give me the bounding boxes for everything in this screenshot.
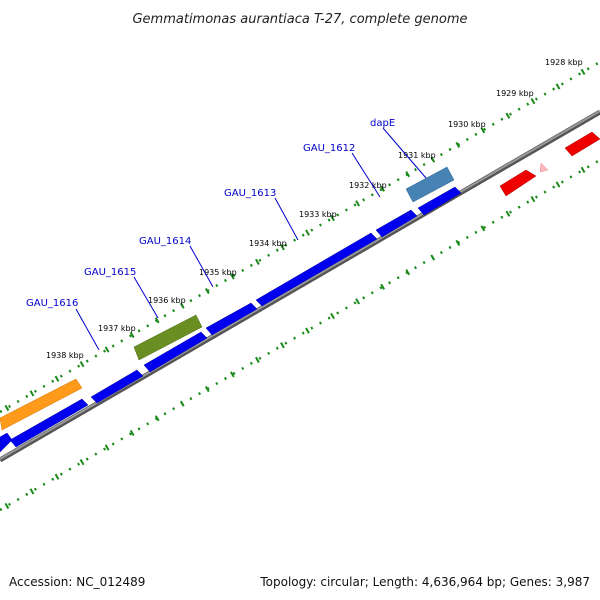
genome-summary-text: Topology: circular; Length: 4,636,964 bp… — [259, 575, 590, 589]
tick-label-1934: 1934 kbp — [249, 239, 287, 248]
minor-tick — [555, 181, 561, 188]
major-tick — [229, 273, 235, 280]
cds-arrow[interactable] — [143, 331, 208, 373]
major-tick — [580, 68, 586, 75]
tick-label-1936: 1936 kbp — [148, 296, 186, 305]
colored-features — [0, 131, 600, 431]
tick-label-1938: 1938 kbp — [46, 351, 84, 360]
gene-label-GAU_1615[interactable]: GAU_1615 — [84, 267, 136, 278]
feature-red-2[interactable] — [564, 131, 600, 157]
minor-tick — [380, 283, 386, 290]
minor-tick — [104, 444, 110, 451]
minor-tick — [305, 327, 310, 334]
major-tick — [179, 302, 185, 309]
minor-tick — [355, 298, 360, 305]
cds-arrow[interactable] — [90, 369, 144, 404]
tick-label-1932: 1932 kbp — [349, 181, 387, 190]
major-tick — [280, 244, 285, 251]
accession-text: Accession: NC_012489 — [9, 575, 145, 589]
major-tick — [330, 214, 335, 222]
tick-label-1931: 1931 kbp — [398, 151, 436, 160]
minor-tick — [280, 342, 285, 349]
feature-pink[interactable] — [539, 162, 549, 173]
cds-arrow[interactable] — [417, 186, 462, 216]
cds-arrow[interactable] — [9, 398, 89, 448]
tick-label-1930: 1930 kbp — [448, 120, 486, 129]
minor-tick — [4, 502, 10, 510]
major-tick — [555, 83, 561, 90]
major-tick — [104, 346, 110, 353]
major-tick — [129, 331, 135, 339]
cds-arrow[interactable] — [255, 232, 378, 307]
feature-orange[interactable] — [0, 378, 83, 431]
major-tick — [79, 361, 85, 368]
minor-tick — [29, 488, 35, 495]
cds-features — [0, 186, 462, 453]
feature-steelblue[interactable] — [405, 166, 455, 203]
label-leaders — [75, 127, 427, 351]
minor-tick — [505, 210, 511, 217]
major-tick — [480, 127, 486, 134]
major-tick — [455, 141, 461, 149]
tick-label-1933: 1933 kbp — [299, 210, 337, 219]
minor-tick — [530, 196, 536, 203]
major-tick — [505, 112, 511, 119]
minor-tick — [455, 239, 461, 247]
tick-track-outer — [0, 60, 600, 414]
major-tick — [54, 375, 60, 382]
major-tick — [154, 317, 160, 324]
cds-arrow[interactable] — [0, 432, 13, 453]
minor-tick — [330, 312, 335, 320]
feature-olive[interactable] — [133, 314, 203, 361]
major-tick — [29, 390, 35, 397]
major-tick — [255, 258, 260, 265]
minor-tick — [79, 459, 85, 466]
major-tick — [530, 98, 536, 105]
major-ticks — [4, 68, 586, 510]
major-tick — [204, 287, 210, 295]
minor-tick — [580, 166, 586, 173]
minor-tick — [405, 269, 411, 276]
gene-label-GAU_1616[interactable]: GAU_1616 — [26, 298, 78, 309]
feature-red-1[interactable] — [499, 169, 537, 197]
major-tick — [430, 156, 436, 163]
tick-label-1935: 1935 kbp — [199, 268, 237, 277]
minor-tick — [204, 385, 210, 393]
tick-label-1928: 1928 kbp — [545, 58, 583, 67]
tick-label-1937: 1937 kbp — [98, 324, 136, 333]
tick-labels: 1928 kbp 1929 kbp 1930 kbp 1931 kbp 1932… — [46, 58, 583, 360]
cds-arrow[interactable] — [375, 209, 418, 238]
major-tick — [305, 229, 310, 236]
minor-tick — [255, 356, 260, 363]
genome-backbone — [0, 109, 600, 463]
gene-label-GAU_1614[interactable]: GAU_1614 — [139, 236, 191, 247]
gene-label-dapE[interactable]: dapE — [370, 118, 395, 129]
gene-label-GAU_1612[interactable]: GAU_1612 — [303, 143, 355, 154]
gene-label-GAU_1613[interactable]: GAU_1613 — [224, 188, 276, 199]
minor-tick — [430, 254, 436, 261]
minor-tick — [229, 371, 235, 378]
major-tick — [380, 185, 386, 192]
major-tick — [355, 200, 360, 207]
minor-tick — [154, 415, 160, 422]
major-tick — [405, 171, 411, 178]
minor-tick — [179, 400, 185, 407]
major-tick — [4, 404, 10, 412]
cds-arrow[interactable] — [205, 302, 258, 336]
minor-tick — [480, 225, 486, 232]
minor-tick — [129, 429, 135, 437]
tick-label-1929: 1929 kbp — [496, 89, 534, 98]
minor-tick — [54, 473, 60, 480]
gene-labels: dapE GAU_1612 GAU_1613 GAU_1614 GAU_1615… — [26, 118, 395, 309]
map-title: Gemmatimonas aurantiaca T-27, complete g… — [132, 12, 467, 27]
